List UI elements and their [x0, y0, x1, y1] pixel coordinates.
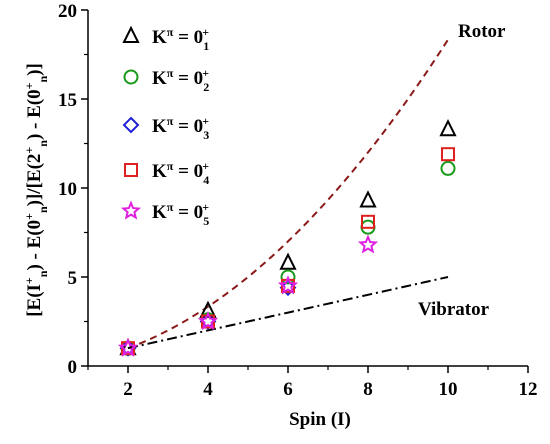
y-tick-label: 10: [58, 179, 77, 200]
x-tick-label: 4: [203, 379, 213, 400]
legend-label-part: +: [202, 66, 209, 80]
legend-label-part: K: [152, 202, 167, 223]
legend-label-part: 1: [203, 39, 209, 53]
legend-label-part: = 0: [173, 116, 203, 137]
legend-label-part: 2: [203, 80, 209, 94]
data-point-series-4: [441, 147, 455, 162]
data-point-series-5: [277, 275, 299, 295]
legend-marker-triangle: [122, 25, 140, 43]
legend-marker-square: [124, 163, 138, 177]
legend-marker-star: [120, 200, 142, 220]
legend-marker-circle: [123, 69, 139, 85]
rotor-label: Rotor: [458, 21, 506, 42]
y-title-sub: n: [36, 270, 50, 277]
legend-label-part: +: [202, 200, 209, 214]
legend-label: Kπ = 01+: [152, 25, 209, 53]
y-tick-label: 5: [68, 268, 78, 289]
curves-layer: Rotor Vibrator: [127, 21, 506, 350]
y-title-sup: +: [22, 213, 36, 220]
legend-label-part: = 0: [173, 202, 203, 223]
legend-label-part: = 0: [173, 27, 203, 48]
legend-label-part: π: [167, 200, 174, 214]
labels-layer: Spin (I) [E(I+n) - E(0+n)]/[E(2+n) - E(0…: [22, 63, 351, 430]
data-point-series-5: [357, 234, 379, 254]
y-tick-label: 15: [58, 90, 77, 111]
legend-label: Kπ = 04+: [152, 159, 209, 187]
legend-item: Kπ = 05+: [120, 200, 209, 228]
y-title-sup: +: [22, 82, 36, 89]
legend-label-part: π: [167, 159, 174, 173]
legend-label-part: = 0: [173, 161, 203, 182]
data-point-series-1: [359, 190, 377, 208]
data-point-series-1: [199, 300, 217, 318]
x-tick-label: 10: [439, 379, 458, 400]
x-tick-label: 12: [519, 379, 538, 400]
x-tick-label: 2: [123, 379, 133, 400]
x-tick-label: 8: [363, 379, 373, 400]
y-title-sup: +: [22, 277, 36, 284]
legend-label: Kπ = 03+: [152, 114, 209, 142]
legend-item: Kπ = 02+: [123, 66, 209, 94]
legend-label-part: 4: [203, 173, 209, 187]
legend-item: Kπ = 04+: [124, 159, 209, 187]
x-tick-label: 6: [283, 379, 293, 400]
legend-label-part: 3: [203, 128, 209, 142]
y-tick-label: 0: [68, 357, 78, 378]
legend-label-part: 5: [203, 214, 209, 228]
legend-label-part: +: [202, 25, 209, 39]
y-title-sub: n: [36, 206, 50, 213]
legend-label-part: +: [202, 159, 209, 173]
legend-label-part: π: [167, 25, 174, 39]
y-title-part: [E(I: [24, 284, 45, 317]
data-point-series-2: [440, 160, 456, 176]
y-tick-label: 20: [58, 1, 77, 22]
data-point-series-1: [439, 119, 457, 137]
y-title-part: )]/[E(2: [24, 154, 45, 207]
data-point-series-5: [197, 310, 219, 331]
data-point-series-5: [117, 337, 139, 357]
legend-label-part: +: [202, 114, 209, 128]
data-point-series-1: [279, 252, 297, 270]
legend-label-part: K: [152, 161, 167, 182]
legend-label-part: π: [167, 114, 174, 128]
data-point-series-2: [280, 269, 296, 285]
y-title-part: )]: [24, 63, 45, 76]
rotor-curve: [127, 39, 449, 350]
legend-item: Kπ = 03+: [122, 114, 209, 142]
vibrator-curve: [127, 276, 449, 350]
points-layer: [117, 119, 457, 357]
x-axis-title: Spin (I): [289, 409, 351, 430]
vibrator-label: Vibrator: [418, 299, 490, 320]
legend-label-part: K: [152, 27, 167, 48]
legend-label-part: K: [152, 68, 167, 89]
y-axis-title: [E(I+n) - E(0+n)]/[E(2+n) - E(0+n)]: [22, 63, 50, 317]
y-title-part: ) - E(0: [24, 89, 45, 140]
legend-item: Kπ = 01+: [122, 25, 209, 53]
y-title-sup: +: [22, 147, 36, 154]
data-point-series-4: [361, 214, 375, 229]
y-title-sub: n: [36, 76, 50, 83]
legend-marker-diamond: [122, 116, 140, 134]
y-title-part: ) - E(0: [24, 220, 45, 271]
legend: Kπ = 01+Kπ = 02+Kπ = 03+Kπ = 04+Kπ = 05+: [120, 25, 209, 228]
legend-label-part: K: [152, 116, 167, 137]
legend-label-part: π: [167, 66, 174, 80]
legend-label: Kπ = 02+: [152, 66, 209, 94]
legend-label: Kπ = 05+: [152, 200, 209, 228]
legend-label-part: = 0: [173, 68, 203, 89]
y-title-sub: n: [36, 140, 50, 147]
